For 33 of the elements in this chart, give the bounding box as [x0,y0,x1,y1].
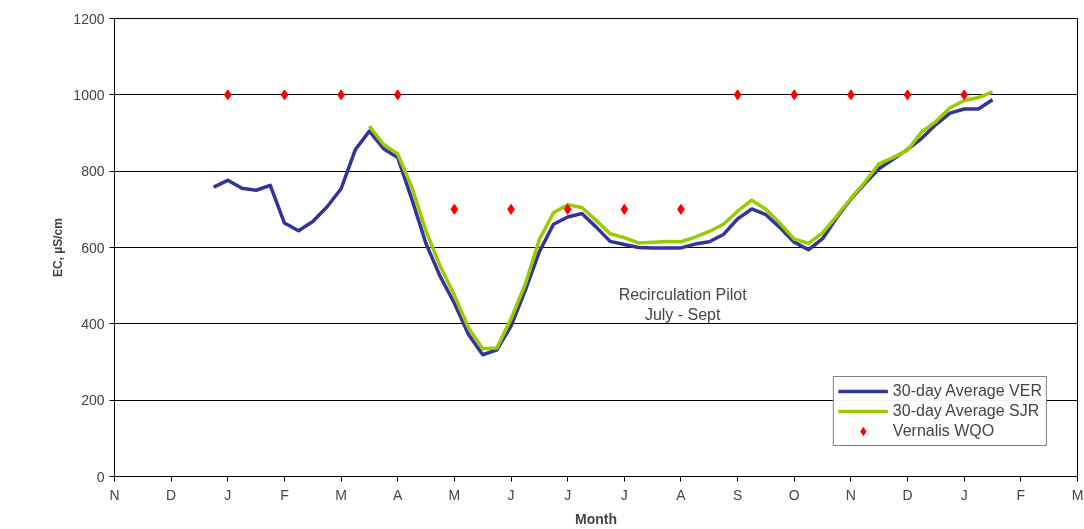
x-tick-label: A [676,486,687,503]
y-tick-label: 1000 [73,86,105,103]
y-tick-label: 200 [81,392,105,409]
x-tick-label: D [166,486,177,503]
x-tick-label: A [393,486,404,503]
x-tick-label: O [788,486,800,503]
line-series [367,90,995,351]
y-tick-label: 600 [81,239,105,256]
x-tick-label: M [335,486,347,503]
legend-label: 30-day Average SJR [892,402,1040,420]
x-tick-label: N [109,486,120,503]
y-tick-label: 800 [81,163,105,180]
x-tick-label: J [224,486,232,503]
y-axis-title: EC, µS/cm [51,218,66,277]
y-tick-label: 1200 [73,10,105,27]
x-tick-label: D [902,486,913,503]
line-series [211,98,995,357]
x-tick-label: J [960,486,968,503]
y-tick-label: 0 [96,468,105,485]
x-tick-label: M [448,486,461,503]
x-tick-label: F [280,486,289,503]
x-tick-label: J [620,486,628,503]
annotation: Recirculation Pilot July - Sept [618,285,748,324]
legend-label: Vernalis WQO [892,422,995,440]
x-axis-title: Month [575,510,617,527]
x-tick-label: N [845,486,856,503]
legend-label: 30-day Average VER [892,382,1042,400]
x-tick-label: J [507,486,515,503]
x-tick-label: S [732,486,743,503]
x-tick-label: M [1071,486,1084,503]
x-tick-label: J [564,486,572,503]
y-tick-label: 400 [81,315,105,332]
x-tick-label: F [1016,486,1026,503]
